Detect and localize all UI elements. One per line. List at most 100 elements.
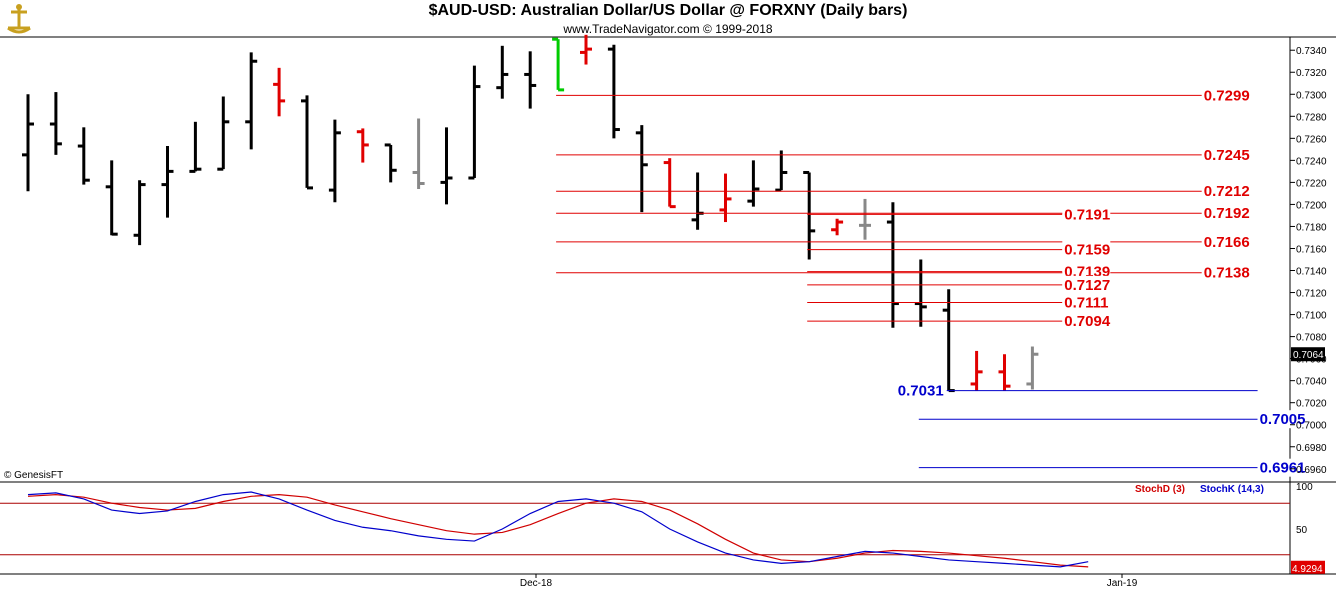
ohlc-bar bbox=[524, 51, 537, 109]
y-tick-label: 0.7340 bbox=[1296, 46, 1327, 57]
level-label: 0.7212 bbox=[1204, 183, 1250, 200]
level-label-bg bbox=[1201, 145, 1250, 164]
osc-y-tick-label: 50 bbox=[1296, 525, 1308, 536]
chart-title: $AUD-USD: Australian Dollar/US Dollar @ … bbox=[428, 2, 908, 19]
chart-subtitle: www.TradeNavigator.com © 1999-2018 bbox=[563, 22, 773, 36]
level-label-bg bbox=[1201, 263, 1250, 282]
last-price-label: 0.7064 bbox=[1293, 350, 1324, 361]
ohlc-bar bbox=[970, 350, 983, 391]
level-label-bg bbox=[1062, 275, 1111, 294]
ohlc-bar bbox=[273, 67, 286, 117]
osc-series-line bbox=[27, 491, 1089, 568]
y-tick-label: 0.7080 bbox=[1296, 333, 1327, 344]
ohlc-bar bbox=[77, 127, 90, 185]
ohlc-bar bbox=[217, 96, 230, 171]
trade-navigator-logo-icon bbox=[2, 2, 36, 36]
level-label-bg bbox=[1062, 240, 1111, 259]
level-label: 0.7005 bbox=[1260, 411, 1306, 428]
level-label: 0.7299 bbox=[1204, 87, 1250, 104]
y-tick-label: 0.7300 bbox=[1296, 90, 1327, 101]
last-price-box bbox=[1291, 347, 1325, 362]
legend-stochk: StochK (14,3) bbox=[1200, 484, 1264, 495]
y-tick-label: 0.7320 bbox=[1296, 68, 1327, 79]
ohlc-bar bbox=[998, 354, 1011, 391]
ohlc-bar bbox=[49, 92, 62, 155]
y-tick-label: 0.7240 bbox=[1296, 156, 1327, 167]
ohlc-bar bbox=[607, 44, 620, 139]
level-label: 0.7159 bbox=[1064, 242, 1110, 259]
level-label-bg bbox=[1201, 232, 1250, 251]
level-label: 0.7127 bbox=[1064, 277, 1110, 294]
ohlc-bar bbox=[635, 125, 648, 213]
osc-series-line bbox=[27, 493, 1089, 568]
ohlc-bar bbox=[580, 34, 592, 65]
ohlc-bar bbox=[942, 289, 955, 393]
level-label: 0.7192 bbox=[1204, 205, 1250, 222]
ohlc-bar bbox=[105, 160, 118, 236]
level-label-bg bbox=[1257, 458, 1306, 477]
level-label-bg bbox=[1201, 86, 1250, 105]
ohlc-bar bbox=[886, 202, 899, 328]
ohlc-bar bbox=[356, 128, 369, 163]
y-tick-label: 0.7160 bbox=[1296, 244, 1327, 255]
ohlc-bar bbox=[775, 150, 788, 192]
level-label: 0.7166 bbox=[1204, 234, 1250, 251]
ohlc-bar bbox=[831, 218, 844, 236]
osc-last-value-label: 4.9294 bbox=[1292, 564, 1323, 575]
level-label: 0.7031 bbox=[898, 383, 944, 400]
ohlc-bar bbox=[412, 118, 425, 190]
level-label: 0.7245 bbox=[1204, 147, 1250, 164]
ohlc-bar bbox=[189, 121, 202, 173]
y-tick-label: 0.6980 bbox=[1296, 443, 1327, 454]
level-label-bg bbox=[1201, 204, 1250, 223]
osc-last-value-box bbox=[1291, 560, 1325, 574]
level-label: 0.6961 bbox=[1260, 460, 1306, 477]
ohlc-bar bbox=[22, 94, 34, 192]
ohlc-bar bbox=[440, 127, 453, 205]
ohlc-bar bbox=[468, 65, 481, 180]
y-tick-label: 0.7000 bbox=[1296, 421, 1327, 432]
level-label-bg bbox=[1062, 205, 1111, 224]
y-tick-label: 0.7020 bbox=[1296, 399, 1327, 410]
level-label-bg bbox=[1257, 410, 1306, 429]
ohlc-bar bbox=[133, 180, 146, 246]
ohlc-bar bbox=[747, 160, 760, 207]
level-label-bg bbox=[1062, 293, 1111, 312]
ohlc-bar bbox=[691, 172, 704, 230]
ohlc-bar bbox=[914, 259, 927, 327]
ohlc-bar bbox=[663, 158, 676, 209]
osc-y-tick-label: 100 bbox=[1296, 482, 1313, 493]
ohlc-bar bbox=[245, 52, 258, 150]
y-tick-label: 0.7260 bbox=[1296, 134, 1327, 145]
y-tick-label: 0.7180 bbox=[1296, 222, 1327, 233]
ohlc-bar bbox=[552, 37, 565, 92]
y-tick-label: 0.6960 bbox=[1296, 465, 1327, 476]
ohlc-bar bbox=[496, 45, 509, 99]
ohlc-bar bbox=[803, 170, 816, 260]
ohlc-bar bbox=[161, 146, 174, 218]
level-label: 0.7094 bbox=[1064, 313, 1111, 330]
copyright-label: © GenesisFT bbox=[4, 470, 63, 481]
y-tick-label: 0.7140 bbox=[1296, 267, 1327, 278]
y-tick-label: 0.7280 bbox=[1296, 112, 1327, 123]
ohlc-bar bbox=[384, 143, 397, 183]
ohlc-bar bbox=[301, 95, 313, 190]
y-tick-label: 0.7220 bbox=[1296, 178, 1327, 189]
level-label-bg bbox=[1201, 182, 1250, 201]
ohlc-bar bbox=[1026, 346, 1039, 390]
level-label: 0.7111 bbox=[1064, 294, 1108, 311]
y-tick-label: 0.7200 bbox=[1296, 200, 1327, 211]
level-label-bg bbox=[1062, 312, 1111, 331]
x-tick-label: Jan-19 bbox=[1107, 578, 1138, 589]
level-label: 0.7191 bbox=[1064, 206, 1110, 223]
level-label: 0.7138 bbox=[1204, 265, 1250, 282]
y-tick-label: 0.7040 bbox=[1296, 377, 1327, 388]
y-tick-label: 0.7100 bbox=[1296, 311, 1327, 322]
legend-stochd: StochD (3) bbox=[1135, 484, 1185, 495]
x-tick-label: Dec-18 bbox=[520, 578, 553, 589]
ohlc-bar bbox=[719, 173, 732, 223]
ohlc-bar bbox=[328, 119, 341, 203]
y-tick-label: 0.7120 bbox=[1296, 289, 1327, 300]
